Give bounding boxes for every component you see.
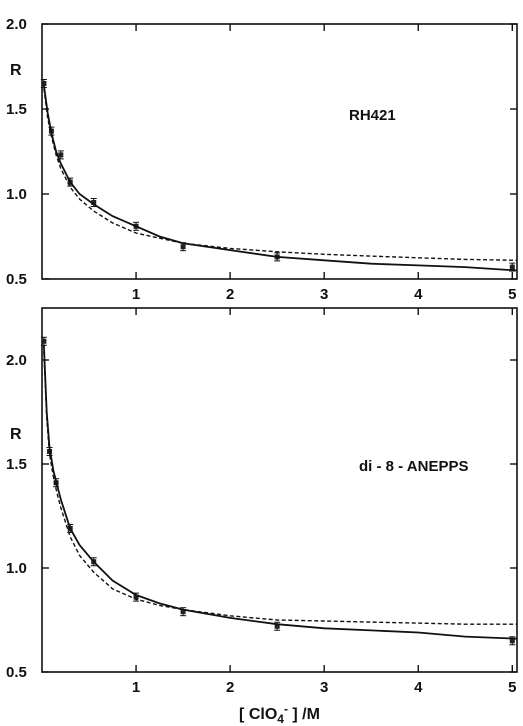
panel-di8anepps: 1 2 3 4 5 0.5 1.0 1.5 2.0 Rdi - 8 - ANEPPS (6, 307, 518, 696)
y-tick-label: 1.0 (6, 560, 27, 577)
y-axis-label: R (10, 426, 22, 443)
data-point (41, 81, 47, 86)
solid-fit-line (43, 345, 518, 640)
y-tick-label: 1.0 (6, 186, 27, 203)
x-axis-title: [ ClO4- ] /M (239, 702, 320, 726)
y-axis-label: R (10, 62, 22, 79)
x-tick-label: 5 (508, 286, 516, 303)
data-point (133, 594, 139, 600)
y-tick-label: 2.0 (6, 352, 27, 369)
x-tick-label: 2 (226, 286, 234, 303)
plot-frame (41, 23, 518, 280)
y-tick-label: 1.5 (6, 101, 27, 118)
data-point (180, 609, 186, 615)
data-point (58, 152, 64, 158)
x-tick-label: 3 (320, 286, 328, 303)
data-point (180, 244, 186, 250)
data-point (41, 338, 47, 344)
solid-fit-line (43, 85, 518, 272)
y-tick-label: 1.5 (6, 456, 27, 473)
dye-annotation: di - 8 - ANEPPS (359, 458, 468, 475)
dashed-fit-line (43, 351, 517, 625)
y-tick-label: 0.5 (6, 271, 27, 288)
y-tick-label: 0.5 (6, 664, 27, 681)
data-point (509, 638, 515, 644)
data-point (509, 264, 515, 270)
plot-frame (41, 307, 518, 673)
x-tick-label: 2 (226, 679, 234, 696)
panel-rh421: 1 2 3 4 5 0.5 1.0 1.5 2.0 R RH421 (6, 16, 518, 303)
x-tick-label: 1 (132, 679, 140, 696)
x-tick-label: 4 (414, 286, 423, 303)
dye-annotation: RH421 (349, 107, 396, 124)
x-tick-label: 1 (132, 286, 140, 303)
x-tick-label: 3 (320, 679, 328, 696)
y-tick-label: 2.0 (6, 16, 27, 33)
x-tick-label: 5 (508, 679, 516, 696)
data-point (91, 200, 97, 205)
data-point (274, 623, 280, 629)
x-tick-label: 4 (414, 679, 423, 696)
dashed-fit-line (43, 88, 518, 261)
